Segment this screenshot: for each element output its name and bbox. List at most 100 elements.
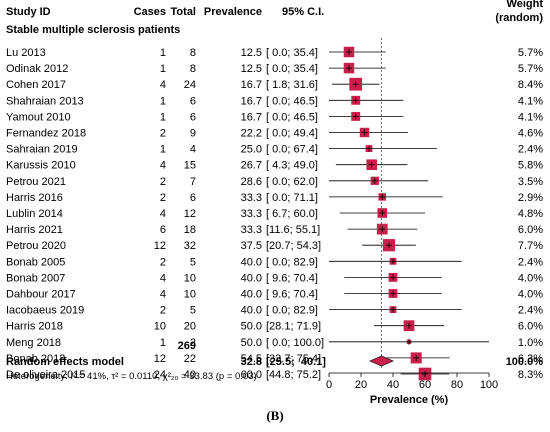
study-weight: 4.1% (518, 111, 543, 123)
study-prevalence: 28.6 (241, 176, 262, 188)
study-row: Shahraian 2013 1 6 16.7 [ 0.0; 46.5] 4.1% (6, 95, 543, 107)
study-ci: [ 0.0; 46.5] (266, 111, 318, 123)
study-row: Meng 2018 1 2 50.0 [ 0.0; 100.0] 1.0% (6, 337, 543, 349)
study-ci: [ 0.0; 35.4] (266, 63, 318, 75)
study-cases: 1 (160, 111, 166, 123)
study-cases: 2 (160, 305, 166, 317)
study-name: Harris 2018 (6, 321, 63, 333)
heterogeneity-text: Heterogeneity: I² = 41%, τ² = 0.0110, χ²… (6, 371, 257, 382)
study-name: Yamout 2010 (6, 111, 71, 123)
study-total: 32 (184, 240, 196, 252)
figure-caption: (B) (266, 408, 284, 423)
study-weight: 2.4% (518, 256, 543, 268)
study-total: 22 (184, 353, 196, 365)
study-row: Bonab 2012 12 22 54.5 [33.7; 75.4] 6.3% (6, 352, 543, 365)
study-weight: 2.4% (518, 144, 543, 156)
study-ci: [28.1; 71.9] (266, 321, 321, 333)
study-name: Bonab 2012 (6, 353, 65, 365)
study-prevalence: 40.0 (241, 305, 262, 317)
study-weight: 5.7% (518, 63, 543, 75)
study-ci: [ 0.0; 67.4] (266, 144, 318, 156)
study-name: Lublin 2014 (6, 208, 63, 220)
study-weight: 4.0% (518, 289, 543, 301)
study-row: Karussis 2010 4 15 26.7 [ 4.3; 49.0] 5.8% (6, 159, 543, 172)
study-total: 2 (190, 337, 196, 349)
study-total: 9 (190, 128, 196, 140)
study-cases: 2 (160, 128, 166, 140)
study-cases: 4 (160, 289, 166, 301)
study-row: Harris 2016 2 6 33.3 [ 0.0; 71.1] 2.9% (6, 192, 543, 204)
study-total: 8 (190, 47, 196, 59)
study-row: Petrou 2020 12 32 37.5 [20.7; 54.3] 7.7% (6, 239, 543, 252)
header-cases: Cases (134, 6, 166, 18)
study-prevalence: 25.0 (241, 144, 262, 156)
study-rows: Lu 2013 1 8 12.5[ 0.0; 35.4] 5.7%Odinak 2012… (6, 46, 543, 381)
study-row: Sahraian 2019 1 4 25.0 [ 0.0; 67.4] 2.4% (6, 144, 543, 156)
study-name: Sahraian 2019 (6, 144, 78, 156)
study-cases: 4 (160, 272, 166, 284)
study-cases: 12 (154, 240, 166, 252)
study-total: 4 (190, 144, 196, 156)
study-cases: 4 (160, 79, 166, 91)
x-tick-label: 40 (387, 379, 399, 391)
pooled-diamond (369, 355, 394, 367)
study-row: De oliveira 2015 24 40 60.0 [44.8; 75.2] 8.3% (6, 367, 543, 381)
study-prevalence: 22.2 (241, 128, 262, 140)
study-cases: 2 (160, 192, 166, 204)
study-name: Petrou 2020 (6, 240, 66, 252)
study-total: 6 (190, 95, 196, 107)
study-name: Iacobaeus 2019 (6, 305, 84, 317)
study-cases: 6 (160, 224, 166, 236)
study-total: 10 (184, 289, 196, 301)
study-name: Shahraian 2013 (6, 95, 84, 107)
study-cases: 1 (160, 337, 166, 349)
study-cases: 24 (154, 369, 166, 381)
study-cases: 1 (160, 144, 166, 156)
study-prevalence: 50.0 (241, 337, 262, 349)
forest-plot: Study ID Cases Total Prevalence 95% C.I.… (6, 0, 544, 405)
x-tick-label: 20 (355, 379, 367, 391)
study-prevalence: 16.7 (241, 111, 262, 123)
study-cases: 1 (160, 63, 166, 75)
study-prevalence: 26.7 (241, 160, 262, 172)
study-weight: 6.0% (518, 224, 543, 236)
study-ci: [ 0.0; 46.5] (266, 95, 318, 107)
study-row: Harris 2021 6 18 33.3 [11.6; 55.1] 6.0% (6, 223, 543, 236)
study-ci: [20.7; 54.3] (266, 240, 321, 252)
study-row: Bonab 2005 2 5 40.0 [ 0.0; 82.9] 2.4% (6, 256, 543, 268)
study-total: 15 (184, 160, 196, 172)
study-prevalence: 33.3 (241, 224, 262, 236)
study-ci: [ 1.8; 31.6] (266, 79, 318, 91)
study-ci: [ 0.0; 82.9] (266, 256, 318, 268)
study-row: Bonab 2007 4 10 40.0 [ 9.6; 70.4] 4.0% (6, 272, 543, 284)
header-weight: Weight (507, 0, 544, 10)
study-total: 6 (190, 111, 196, 123)
study-weight: 5.8% (518, 160, 543, 172)
subgroup-title: Stable multiple sclerosis patients (6, 24, 180, 36)
study-ci: [ 0.0; 82.9] (266, 305, 318, 317)
study-name: Karussis 2010 (6, 160, 76, 172)
study-name: Cohen 2017 (6, 79, 66, 91)
header-ci: 95% C.I. (282, 6, 324, 18)
x-tick-label: 80 (451, 379, 463, 391)
x-tick-label: 100 (480, 379, 498, 391)
study-cases: 4 (160, 208, 166, 220)
study-name: Harris 2016 (6, 192, 63, 204)
study-row: Odinak 2012 1 8 12.5 [ 0.0; 35.4] 5.7% (6, 62, 543, 75)
pooled-weight: 100.0% (506, 356, 544, 368)
study-cases: 2 (160, 256, 166, 268)
study-weight: 2.9% (518, 192, 543, 204)
study-weight: 4.0% (518, 272, 543, 284)
x-tick-label: 60 (419, 379, 431, 391)
study-total: 5 (190, 305, 196, 317)
study-row: Petrou 2021 2 7 28.6 [ 0.0; 62.0] 3.5% (6, 176, 543, 188)
study-name: Bonab 2005 (6, 256, 65, 268)
study-name: Harris 2021 (6, 224, 63, 236)
header-study: Study ID (6, 6, 51, 18)
study-prevalence: 40.0 (241, 272, 262, 284)
study-row: Cohen 2017 4 24 16.7 [ 1.8; 31.6] 8.4% (6, 77, 543, 91)
study-total: 7 (190, 176, 196, 188)
study-ci: [ 0.0; 100.0] (266, 337, 324, 349)
study-prevalence: 12.5 (241, 63, 262, 75)
study-prevalence: 16.7 (241, 79, 262, 91)
